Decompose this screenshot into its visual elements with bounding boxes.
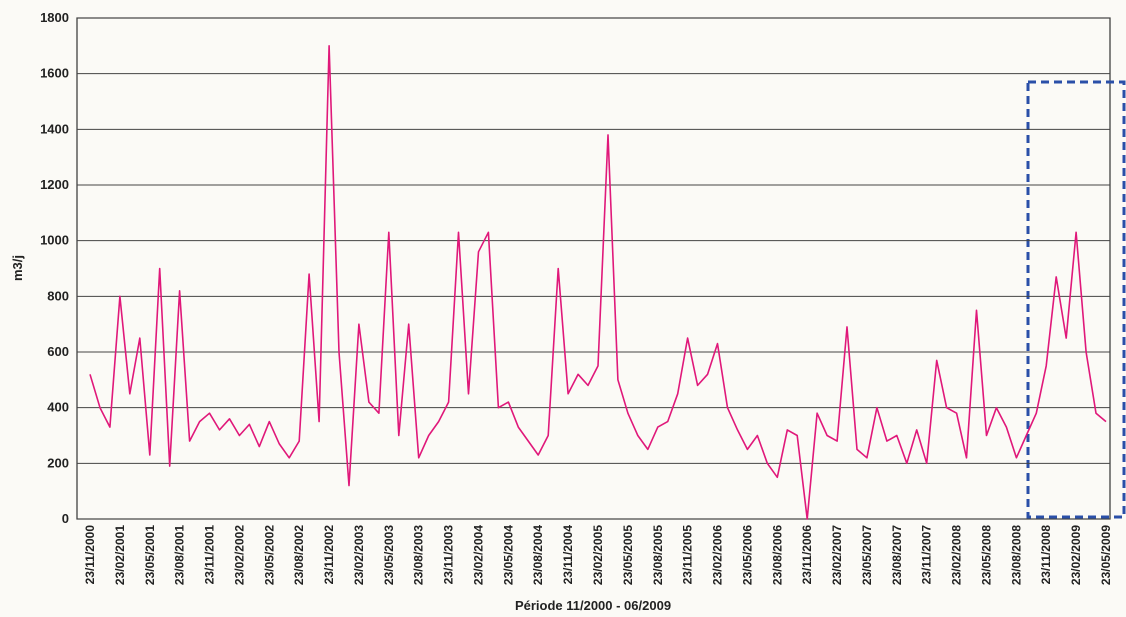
x-tick-label: 23/02/2002 xyxy=(232,525,246,585)
x-tick-label: 23/11/2006 xyxy=(800,525,814,585)
y-tick-label: 1800 xyxy=(40,10,69,25)
x-tick-label: 23/11/2002 xyxy=(322,525,336,585)
y-tick-label: 1400 xyxy=(40,121,69,136)
x-tick-label: 23/05/2007 xyxy=(860,525,874,585)
x-tick-label: 23/02/2007 xyxy=(830,525,844,585)
y-tick-label: 1000 xyxy=(40,233,69,248)
y-tick-label: 600 xyxy=(47,344,69,359)
x-tick-label: 23/11/2004 xyxy=(561,525,575,585)
x-tick-label: 23/02/2009 xyxy=(1069,525,1083,585)
x-tick-label: 23/05/2003 xyxy=(382,525,396,585)
data-line xyxy=(89,45,1107,520)
x-tick-label: 23/02/2004 xyxy=(471,525,485,585)
x-tick-label: 23/05/2002 xyxy=(262,525,276,585)
x-tick-label: 23/05/2004 xyxy=(501,525,515,585)
x-tick-label: 23/02/2006 xyxy=(711,525,725,585)
x-tick-label: 23/05/2001 xyxy=(143,525,157,585)
x-tick-label: 23/02/2005 xyxy=(591,525,605,585)
y-tick-label: 1600 xyxy=(40,66,69,81)
x-tick-label: 23/08/2002 xyxy=(292,525,306,585)
x-tick-label: 23/05/2009 xyxy=(1099,525,1113,585)
x-tick-label: 23/08/2007 xyxy=(890,525,904,585)
plot-frame xyxy=(76,17,1111,520)
x-tick-label: 23/08/2006 xyxy=(770,525,784,585)
x-tick-label: 23/11/2005 xyxy=(681,525,695,585)
x-tick-label: 23/08/2004 xyxy=(531,525,545,585)
x-tick-label: 23/11/2003 xyxy=(442,525,456,585)
y-tick-label: 400 xyxy=(47,400,69,415)
x-tick-label: 23/08/2005 xyxy=(651,525,665,585)
x-tick-label: 23/11/2001 xyxy=(203,525,217,585)
x-tick-label: 23/02/2008 xyxy=(950,525,964,585)
x-tick-label: 23/11/2000 xyxy=(83,525,97,585)
x-tick-label: 23/05/2005 xyxy=(621,525,635,585)
y-tick-label: 1200 xyxy=(40,177,69,192)
x-tick-label: 23/02/2001 xyxy=(113,525,127,585)
x-tick-label: 23/11/2007 xyxy=(920,525,934,585)
x-tick-label: 23/02/2003 xyxy=(352,525,366,585)
x-tick-label: 23/05/2006 xyxy=(740,525,754,585)
y-tick-label: 0 xyxy=(62,511,69,526)
highlight-box xyxy=(1026,80,1126,519)
y-tick-label: 200 xyxy=(47,455,69,470)
x-tick-label: 23/08/2008 xyxy=(1009,525,1023,585)
x-axis-label: Période 11/2000 - 06/2009 xyxy=(515,598,671,613)
y-tick-label: 800 xyxy=(47,288,69,303)
y-axis-label: m3/j xyxy=(10,255,25,281)
x-tick-label: 23/11/2008 xyxy=(1039,525,1053,585)
x-tick-label: 23/08/2001 xyxy=(173,525,187,585)
x-tick-label: 23/05/2008 xyxy=(979,525,993,585)
x-tick-label: 23/08/2003 xyxy=(412,525,426,585)
